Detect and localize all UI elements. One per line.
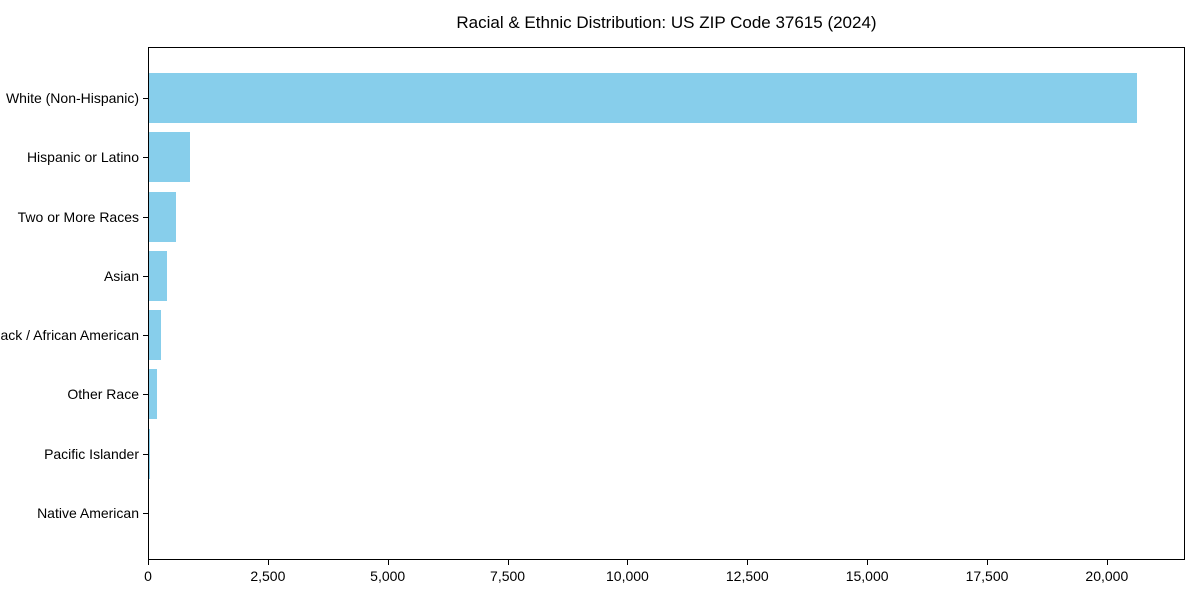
x-tick-label: 2,500 xyxy=(250,568,286,584)
x-tick-label: 0 xyxy=(144,568,152,584)
x-tick-mark xyxy=(747,560,749,565)
x-tick-mark xyxy=(986,560,988,565)
x-tick-label: 20,000 xyxy=(1085,568,1129,584)
x-tick-mark xyxy=(1106,560,1108,565)
y-tick-mark xyxy=(143,394,148,396)
y-tick-mark xyxy=(143,453,148,455)
bar xyxy=(149,191,176,242)
y-tick-mark xyxy=(143,157,148,159)
x-tick-mark xyxy=(867,560,869,565)
y-tick-mark xyxy=(143,216,148,218)
x-tick-mark xyxy=(267,560,269,565)
x-tick-label: 7,500 xyxy=(490,568,526,584)
y-tick-label: Pacific Islander xyxy=(44,445,139,462)
x-tick-label: 10,000 xyxy=(606,568,649,584)
bar xyxy=(149,73,1137,123)
bar xyxy=(149,369,157,420)
bar xyxy=(149,428,150,479)
y-tick-label: Native American xyxy=(37,505,139,521)
plot-area xyxy=(148,47,1185,560)
x-tick-mark xyxy=(387,560,389,565)
y-tick-mark xyxy=(143,98,148,99)
bar xyxy=(149,250,168,301)
y-tick-mark xyxy=(143,335,148,337)
y-tick-mark xyxy=(143,275,148,277)
y-tick-label: Other Race xyxy=(67,386,139,403)
x-tick-label: 15,000 xyxy=(845,568,889,584)
y-tick-label: Asian xyxy=(103,267,139,284)
chart-title: Racial & Ethnic Distribution: US ZIP Cod… xyxy=(456,13,877,32)
bar xyxy=(149,310,161,361)
x-tick-mark xyxy=(148,560,149,565)
bar xyxy=(149,132,190,183)
x-tick-mark xyxy=(627,560,629,565)
x-tick-label: 17,500 xyxy=(965,568,1009,584)
x-tick-label: 12,500 xyxy=(725,568,769,584)
y-tick-label: Hispanic or Latino xyxy=(26,149,139,166)
x-tick-label: 5,000 xyxy=(370,568,406,584)
y-tick-label: White (Non-Hispanic) xyxy=(5,90,139,106)
y-tick-mark xyxy=(143,513,148,514)
y-tick-label: Black / African American xyxy=(0,327,139,344)
x-tick-mark xyxy=(507,560,509,565)
y-tick-label: Two or More Races xyxy=(17,208,139,225)
